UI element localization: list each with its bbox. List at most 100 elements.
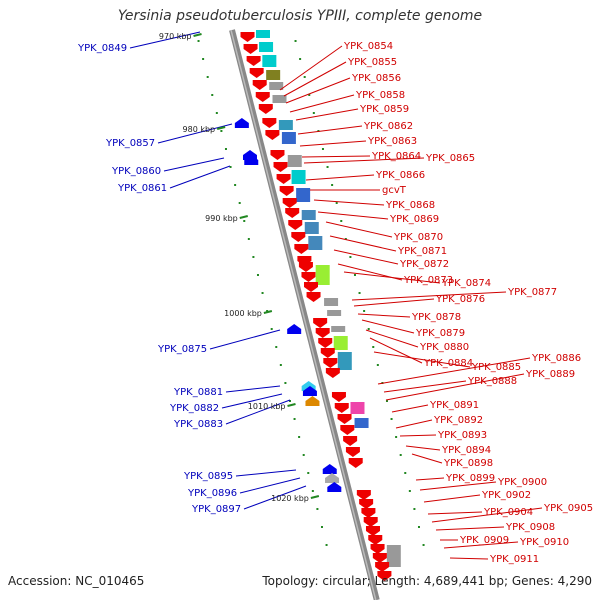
leader-line: [209, 329, 281, 350]
inner-guide-left-dot: [266, 310, 269, 312]
inner-guide-left-dot: [215, 112, 218, 114]
inner-guide-right-dot: [408, 490, 411, 492]
scale-tick-label: 1020 kbp: [271, 494, 309, 503]
leader-line: [415, 477, 445, 481]
inner-guide-left-dot: [293, 418, 296, 420]
gene-label-forward: YPK_0862: [363, 121, 413, 132]
leader-line: [235, 469, 297, 477]
forward-gene-arrow: [273, 162, 288, 172]
leader-line: [285, 77, 351, 104]
forward-gene-arrow: [331, 392, 346, 402]
forward-gene-arrow: [301, 272, 316, 282]
gene-label-forward: YPK_0868: [385, 200, 435, 211]
leader-line: [325, 221, 393, 238]
gene-label-forward: YPK_0859: [359, 104, 409, 115]
gene-label-reverse: YPK_0857: [105, 138, 155, 149]
forward-gene-arrow: [294, 244, 309, 254]
leader-line: [435, 526, 505, 531]
forward-gene-arrow: [265, 130, 280, 140]
leader-line: [385, 373, 525, 401]
inner-guide-left-dot: [307, 472, 310, 474]
gene-label-forward: YPK_0876: [435, 294, 485, 305]
inner-guide-left-dot: [284, 382, 287, 384]
gene-label-forward: YPK_0900: [497, 477, 547, 488]
genome-summary: Topology: circular; Length: 4,689,441 bp…: [262, 574, 592, 588]
forward-gene-arrow: [279, 186, 294, 196]
gene-label-forward: YPK_0893: [437, 430, 487, 441]
reverse-gene-arrow: [234, 118, 249, 128]
leader-line: [405, 445, 441, 451]
gene-label-forward: YPK_0911: [489, 554, 539, 565]
inner-guide-left-dot: [206, 76, 209, 78]
gene-label-forward: YPK_0891: [429, 400, 479, 411]
leader-line: [395, 419, 433, 429]
gene-label-forward: YPK_0880: [419, 342, 469, 353]
leader-line: [419, 481, 497, 491]
inner-guide-right-dot: [376, 364, 379, 366]
inner-guide-right-dot: [413, 508, 416, 510]
gene-label-forward: YPK_0884: [423, 358, 473, 369]
inner-guide-right-dot: [344, 238, 347, 240]
leader-line: [279, 45, 343, 91]
scale-tick: [287, 403, 296, 407]
leader-line: [329, 235, 397, 252]
forward-gene-arrow: [258, 104, 273, 114]
inner-guide-right-dot: [363, 310, 366, 312]
inner-guide-left-dot: [229, 166, 232, 168]
leader-line: [449, 557, 489, 560]
feature-block: [301, 210, 316, 220]
gene-label-forward: YPK_0899: [445, 473, 495, 484]
gene-label-forward: YPK_0909: [459, 535, 509, 546]
leader-line: [313, 199, 385, 206]
gene-label-forward: YPK_0869: [389, 214, 439, 225]
forward-gene-arrow: [304, 282, 319, 292]
feature-block: [315, 265, 330, 285]
gene-label-forward: YPK_0856: [351, 73, 401, 84]
gene-label-forward: YPK_0865: [425, 153, 475, 164]
map-title: Yersinia pseudotuberculosis YPIII, compl…: [117, 8, 483, 24]
inner-guide-left-dot: [234, 184, 237, 186]
forward-gene-arrow: [372, 553, 387, 563]
forward-gene-arrow: [270, 150, 285, 160]
feature-block: [350, 402, 365, 414]
forward-gene-arrow: [320, 348, 335, 358]
inner-guide-left-dot: [270, 328, 273, 330]
leader-line: [283, 61, 347, 97]
gene-label-forward: YPK_0871: [397, 246, 447, 257]
forward-gene-arrow: [246, 56, 261, 66]
feature-block: [331, 326, 346, 332]
leader-line: [243, 485, 307, 510]
leader-line: [411, 453, 443, 464]
forward-gene-arrow: [323, 358, 338, 368]
inner-guide-left-dot: [238, 202, 241, 204]
inner-guide-left-dot: [316, 508, 319, 510]
gene-label-forward: YPK_0905: [543, 503, 593, 514]
leader-line: [157, 123, 233, 144]
feature-block: [266, 70, 281, 80]
inner-guide-left-dot: [320, 526, 323, 528]
leader-line: [377, 357, 531, 385]
gene-label-reverse: YPK_0897: [191, 504, 241, 515]
leader-line: [225, 385, 281, 393]
feature-block: [296, 188, 311, 202]
genome-backbone-highlight: [230, 29, 377, 600]
gene-label-forward: YPK_0894: [441, 445, 491, 456]
gene-label-reverse: YPK_0860: [111, 166, 161, 177]
leader-line: [289, 94, 355, 113]
leader-line: [357, 313, 411, 318]
gene-label-reverse: YPK_0881: [173, 387, 223, 398]
forward-gene-arrow: [361, 508, 376, 518]
gene-label-forward: YPK_0878: [411, 312, 461, 323]
gene-label-forward: YPK_0888: [467, 376, 517, 387]
gene-label-reverse: YPK_0849: [77, 43, 127, 54]
forward-gene-arrow: [262, 118, 277, 128]
forward-gene-arrow: [298, 262, 313, 272]
inner-guide-right-dot: [340, 220, 343, 222]
forward-gene-arrow: [377, 571, 392, 581]
gene-label-forward: YPK_0870: [393, 232, 443, 243]
inner-guide-left-dot: [202, 58, 205, 60]
forward-gene-arrow: [370, 544, 385, 554]
gene-label-forward: YPK_0864: [371, 151, 421, 162]
leader-line: [351, 291, 507, 301]
scale-tick: [239, 215, 248, 219]
